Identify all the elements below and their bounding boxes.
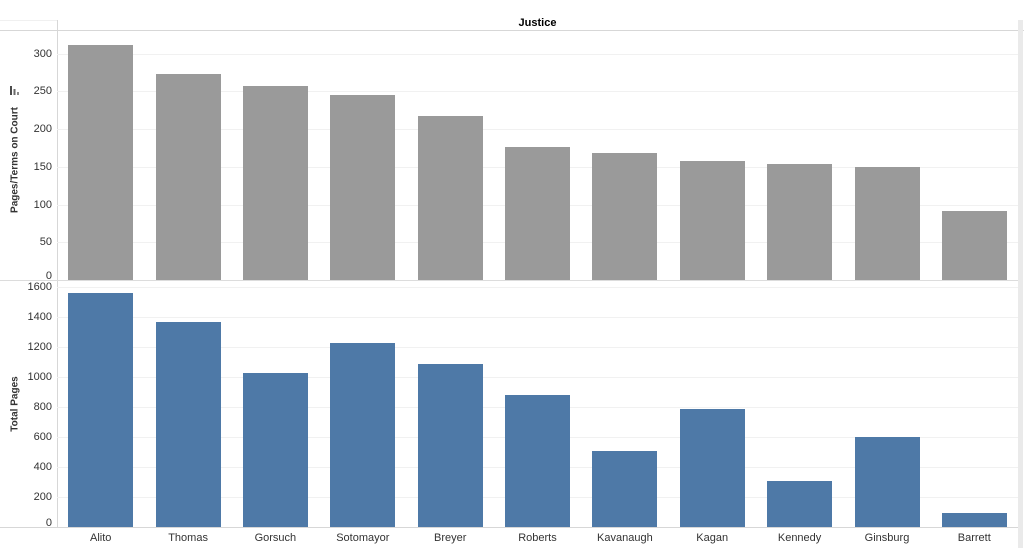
- bar-kagan-pages-per-term[interactable]: [679, 160, 745, 280]
- gridline: [57, 287, 1018, 288]
- bar-ginsburg-total-pages[interactable]: [854, 437, 920, 527]
- bar-gorsuch-total-pages[interactable]: [242, 372, 308, 527]
- category-label-kagan: Kagan: [696, 532, 729, 544]
- bar-kavanaugh-pages-per-term[interactable]: [592, 152, 658, 280]
- y-tick-label: 1200: [27, 341, 52, 353]
- bar-kavanaugh-total-pages[interactable]: [592, 450, 658, 527]
- y-tick-label: 400: [33, 461, 52, 473]
- category-label-roberts: Roberts: [518, 532, 557, 544]
- pane-divider-line: [0, 280, 1018, 281]
- y-axis-line: [57, 20, 58, 527]
- category-label-breyer: Breyer: [433, 532, 467, 544]
- bar-barrett-total-pages[interactable]: [941, 513, 1007, 527]
- category-label-ginsburg: Ginsburg: [864, 532, 910, 544]
- bar-alito-total-pages[interactable]: [68, 293, 134, 527]
- header-underline: [0, 30, 1024, 31]
- y-tick-label: 50: [39, 236, 52, 249]
- bar-sotomayor-pages-per-term[interactable]: [330, 95, 396, 280]
- y-tick-label: 1000: [27, 371, 52, 383]
- category-label-thomas: Thomas: [168, 532, 208, 544]
- category-label-gorsuch: Gorsuch: [254, 532, 297, 544]
- category-label-kennedy: Kennedy: [777, 532, 822, 544]
- y-tick-label: 0: [45, 517, 52, 529]
- bar-ginsburg-pages-per-term[interactable]: [854, 166, 920, 280]
- y-tick-label: 200: [33, 491, 52, 503]
- y-tick-label: 150: [33, 160, 52, 173]
- bar-alito-pages-per-term[interactable]: [68, 44, 134, 280]
- bar-thomas-total-pages[interactable]: [155, 322, 221, 528]
- right-scrollbar-track[interactable]: [1018, 20, 1023, 548]
- bar-kagan-total-pages[interactable]: [679, 408, 745, 527]
- gridline: [57, 53, 1018, 55]
- sort-descending-bars-icon[interactable]: [9, 85, 20, 96]
- y-tick-label: 1600: [27, 281, 52, 293]
- corner-border: [0, 20, 57, 21]
- column-field-label: Justice: [518, 17, 557, 29]
- y-tick-label: 800: [33, 401, 52, 413]
- bar-gorsuch-pages-per-term[interactable]: [242, 86, 308, 280]
- gridline: [57, 129, 1018, 131]
- bar-kennedy-total-pages[interactable]: [767, 480, 833, 527]
- y-tick-label: 250: [33, 85, 52, 98]
- y-tick-label: 0: [45, 270, 52, 282]
- bar-breyer-total-pages[interactable]: [417, 363, 483, 527]
- category-label-sotomayor: Sotomayor: [336, 532, 390, 544]
- bar-sotomayor-total-pages[interactable]: [330, 343, 396, 527]
- y-tick-label: 300: [33, 47, 52, 60]
- bar-breyer-pages-per-term[interactable]: [417, 115, 483, 280]
- y-tick-label: 1400: [27, 311, 52, 323]
- y-tick-label: 100: [33, 198, 52, 211]
- bar-kennedy-pages-per-term[interactable]: [767, 163, 833, 280]
- bar-roberts-total-pages[interactable]: [505, 395, 570, 527]
- category-label-barrett: Barrett: [957, 532, 991, 544]
- gridline: [57, 91, 1018, 93]
- bar-thomas-pages-per-term[interactable]: [155, 74, 221, 280]
- category-label-alito: Alito: [89, 532, 112, 544]
- category-label-kavanaugh: Kavanaugh: [597, 532, 653, 544]
- y-tick-label: 200: [33, 123, 52, 136]
- y-tick-label: 600: [33, 431, 52, 443]
- x-axis-line: [0, 527, 1018, 528]
- gridline: [57, 317, 1018, 318]
- gridline: [57, 377, 1018, 378]
- gridline: [57, 347, 1018, 348]
- bar-barrett-pages-per-term[interactable]: [941, 210, 1007, 280]
- bar-roberts-pages-per-term[interactable]: [505, 147, 570, 280]
